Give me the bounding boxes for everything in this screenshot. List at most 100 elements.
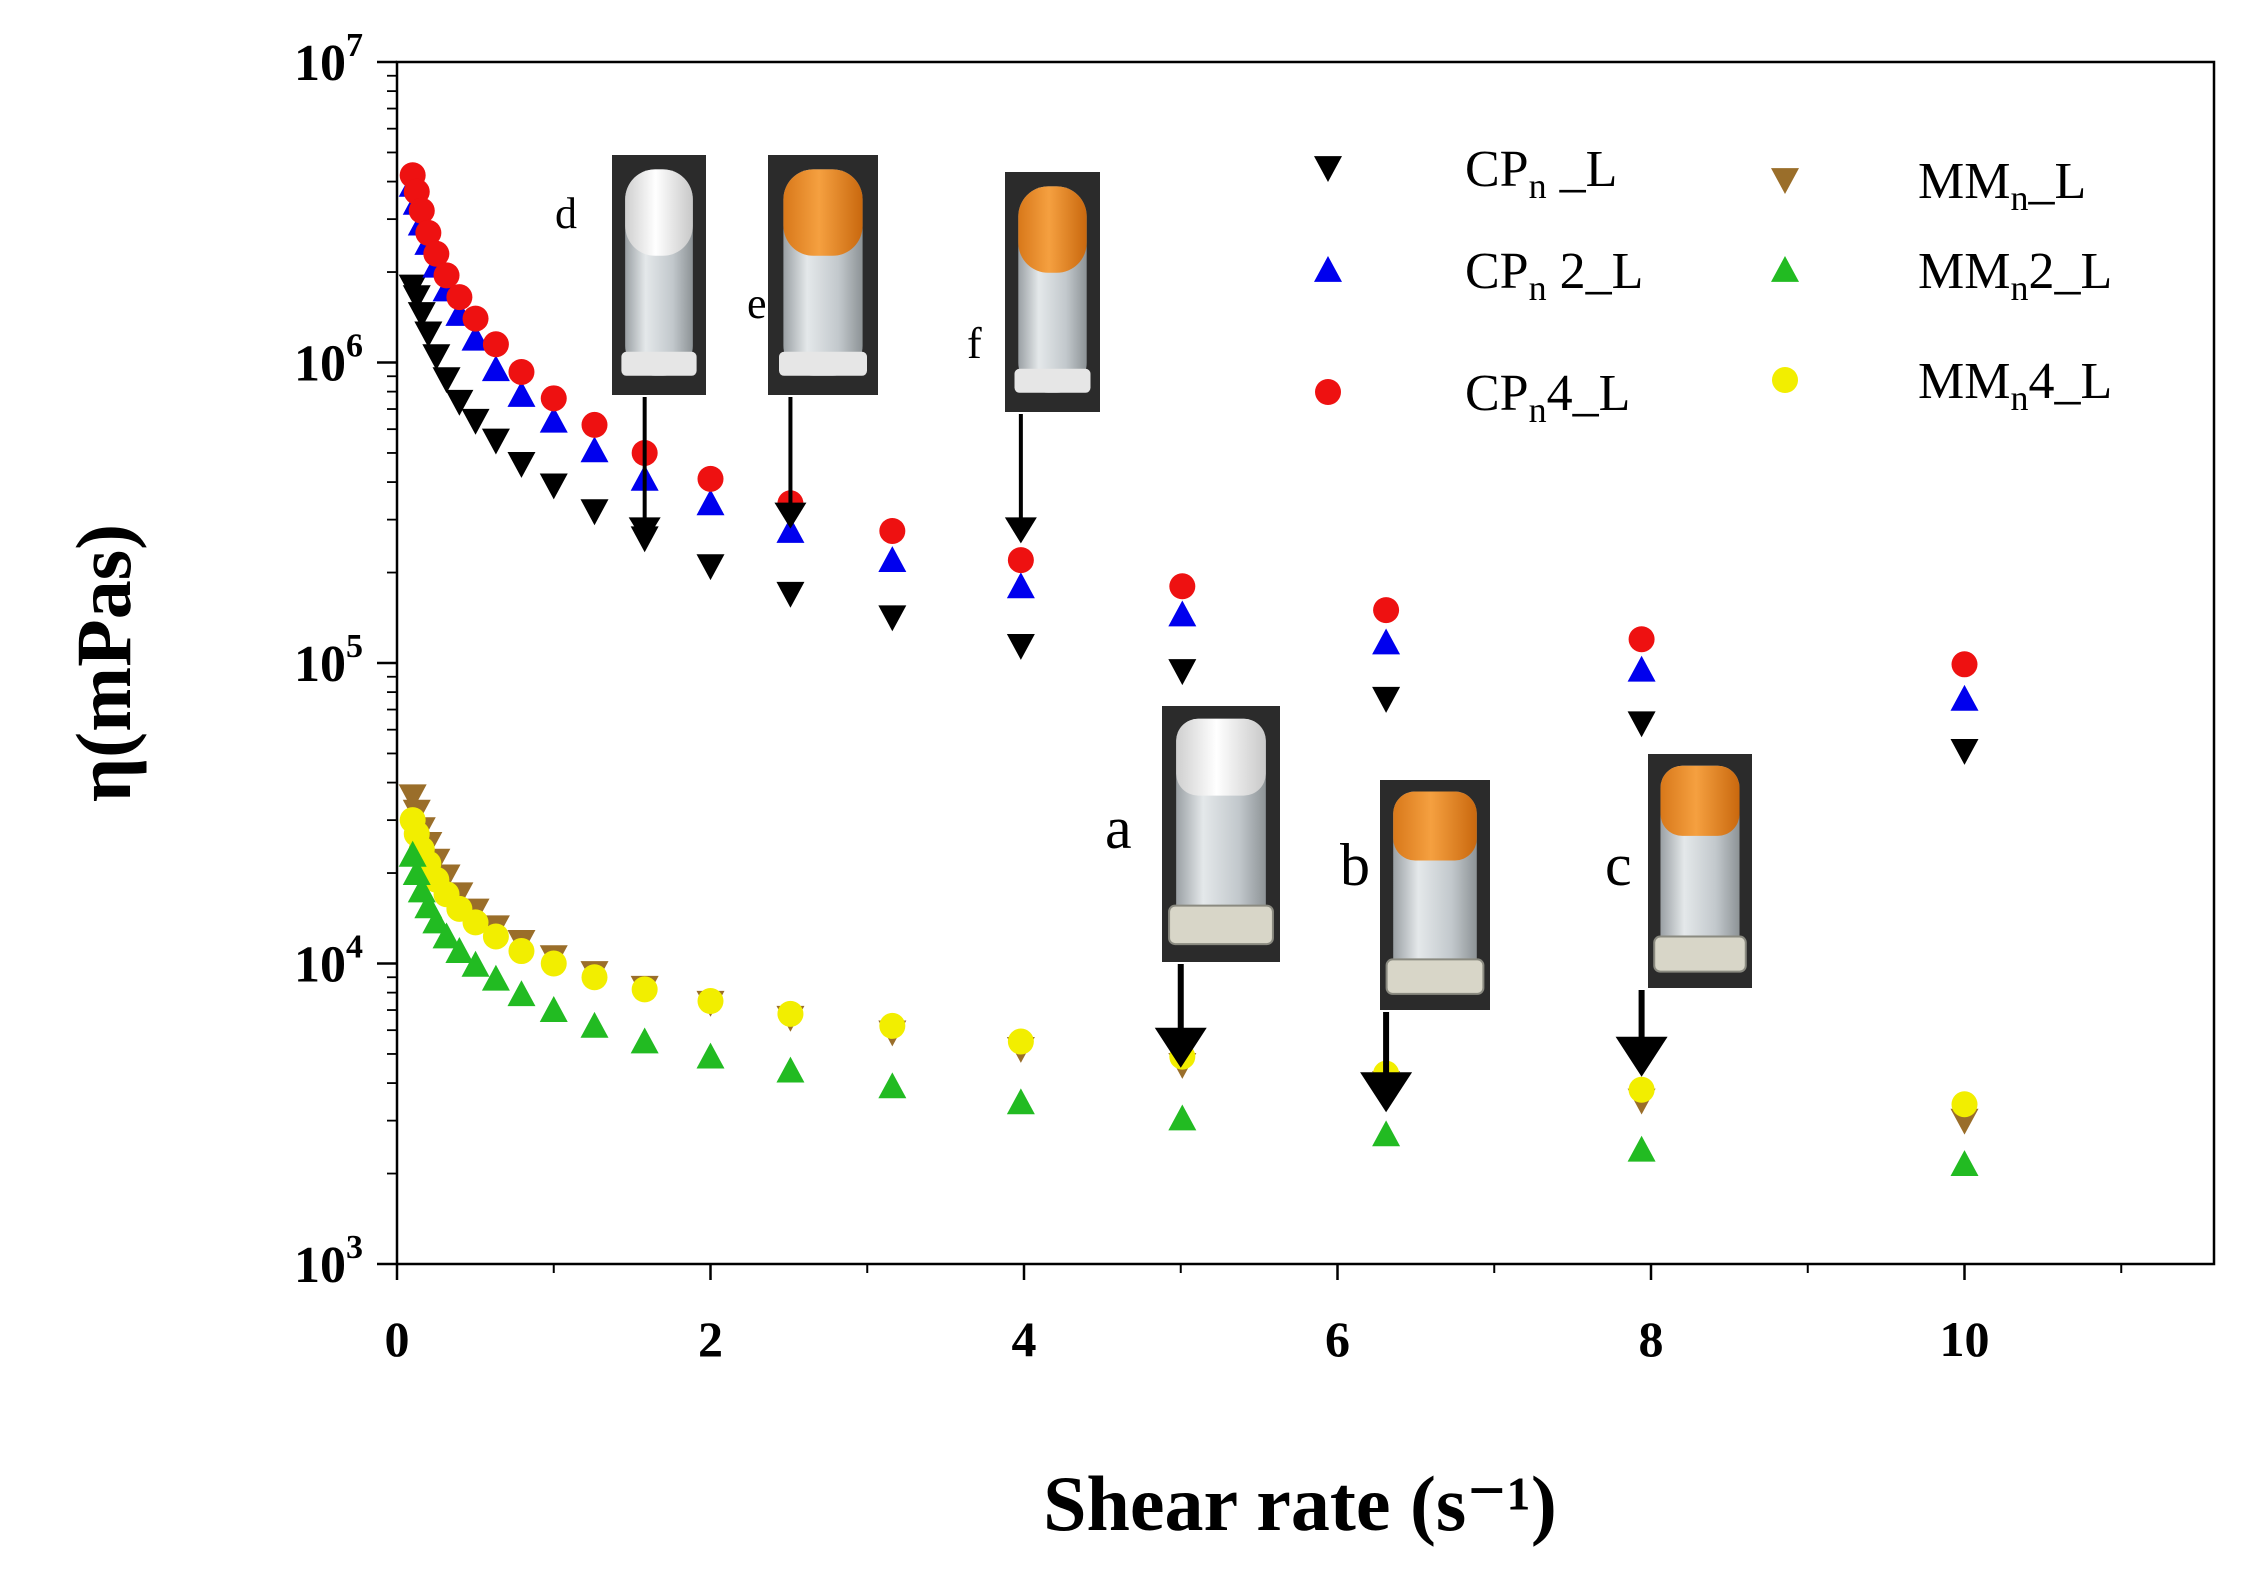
- legend-item-CPn4_L: CPn4_L: [1315, 365, 1630, 430]
- data-point: [1951, 651, 1978, 678]
- photo-label-e: e: [747, 279, 767, 328]
- photo-label-f: f: [967, 319, 982, 368]
- x-tick-label: 0: [385, 1311, 410, 1367]
- y-tick-label: 105: [294, 628, 363, 693]
- data-point: [433, 262, 460, 289]
- legend-item-CPn2_L: CPn 2_L: [1314, 243, 1643, 308]
- data-point: [508, 938, 535, 965]
- tube-base: [779, 351, 867, 376]
- data-point: [580, 499, 609, 526]
- data-point: [1168, 659, 1197, 686]
- data-point: [1372, 1120, 1401, 1147]
- x-tick-label: 10: [1940, 1311, 1990, 1367]
- y-tick-label: 107: [294, 27, 363, 92]
- data-point: [776, 581, 805, 608]
- legend-item-CPn_L: CPn _L: [1314, 141, 1617, 206]
- axes: 0 2 4 6 8 10 103 104 105 106 107: [294, 27, 2123, 1367]
- legend-marker: [1772, 367, 1798, 393]
- data-point: [697, 465, 724, 492]
- data-point: [1950, 1150, 1979, 1177]
- legend-label: MMn_L: [1918, 153, 2086, 218]
- x-tick-label: 6: [1325, 1311, 1350, 1367]
- data-point: [540, 950, 567, 977]
- sample-photo-a: [1162, 706, 1280, 962]
- data-point: [581, 964, 608, 991]
- data-point: [422, 907, 451, 934]
- data-point: [1627, 655, 1656, 682]
- y-tick-label: 104: [294, 929, 363, 994]
- x-tick-label: 2: [698, 1311, 723, 1367]
- data-point: [461, 408, 490, 435]
- legend-marker: [1314, 156, 1342, 182]
- data-point: [581, 411, 608, 438]
- data-point: [1628, 626, 1655, 653]
- series-MMn2_L: [398, 840, 1979, 1177]
- vial-gel-layer: [1393, 791, 1477, 861]
- x-tick-label: 8: [1639, 1311, 1664, 1367]
- data-point: [1006, 572, 1035, 599]
- data-point: [481, 355, 510, 382]
- photo-label-c: c: [1605, 832, 1632, 898]
- data-point: [580, 1011, 609, 1038]
- data-point: [398, 840, 427, 867]
- y-tick-label: 103: [294, 1229, 363, 1294]
- x-tick-label: 4: [1012, 1311, 1037, 1367]
- data-point: [408, 197, 435, 224]
- data-point: [432, 367, 461, 394]
- data-point: [507, 380, 536, 407]
- data-point: [1372, 628, 1401, 655]
- data-point: [1006, 634, 1035, 660]
- arrow-head-e: [774, 502, 807, 529]
- legend-marker: [1315, 379, 1341, 405]
- data-point: [580, 436, 609, 463]
- legend: CPn _L CPn 2_L CPn4_L MMn_L MMn2_L MMn4_L: [1314, 141, 2112, 430]
- sample-photo-e: [768, 155, 878, 395]
- tube-gel-layer: [783, 169, 863, 256]
- legend-item-MMn2_L: MMn2_L: [1771, 243, 2112, 308]
- data-point: [878, 605, 907, 632]
- vial-base: [1653, 935, 1747, 973]
- vial-gel-layer: [1176, 718, 1266, 796]
- data-point: [402, 285, 431, 312]
- data-point: [407, 302, 436, 329]
- arrow-head-c: [1615, 1036, 1668, 1077]
- data-point: [1950, 684, 1979, 711]
- y-tick-label: 106: [294, 328, 363, 393]
- tube-gel-layer: [1018, 186, 1087, 273]
- legend-label: CPn4_L: [1465, 365, 1630, 430]
- arrow-head-f: [1004, 517, 1037, 544]
- data-point: [878, 1072, 907, 1099]
- data-point: [398, 784, 427, 811]
- data-point: [446, 284, 473, 311]
- sample-photos: a b c d e f: [555, 155, 1752, 1010]
- data-point: [631, 976, 658, 1003]
- arrow-head-d: [628, 517, 661, 544]
- data-point: [1950, 738, 1979, 765]
- legend-label: MMn4_L: [1918, 353, 2112, 418]
- data-point: [776, 1056, 805, 1083]
- data-point: [539, 406, 568, 433]
- data-point: [507, 451, 536, 478]
- data-point: [1372, 686, 1401, 713]
- legend-marker: [1771, 256, 1799, 282]
- photo-arrows: [628, 397, 1668, 1113]
- series-MMn4_L: [399, 807, 1978, 1118]
- data-point: [481, 964, 510, 991]
- data-point: [879, 517, 906, 544]
- data-point: [462, 909, 489, 936]
- data-point: [445, 389, 474, 416]
- data-point: [482, 331, 509, 358]
- legend-label: CPn _L: [1465, 141, 1617, 206]
- data-point: [696, 1042, 725, 1069]
- data-point: [696, 554, 725, 581]
- data-point: [879, 1012, 906, 1039]
- data-point: [402, 859, 431, 885]
- data-point: [696, 489, 725, 516]
- data-points: [398, 162, 1979, 1177]
- data-point: [776, 516, 805, 543]
- arrow-head-a: [1154, 1027, 1207, 1068]
- data-point: [445, 937, 474, 963]
- y-axis-label: η(mPas): [60, 524, 147, 802]
- vial-gel-layer: [1660, 765, 1740, 836]
- sample-photo-b: [1380, 780, 1490, 1010]
